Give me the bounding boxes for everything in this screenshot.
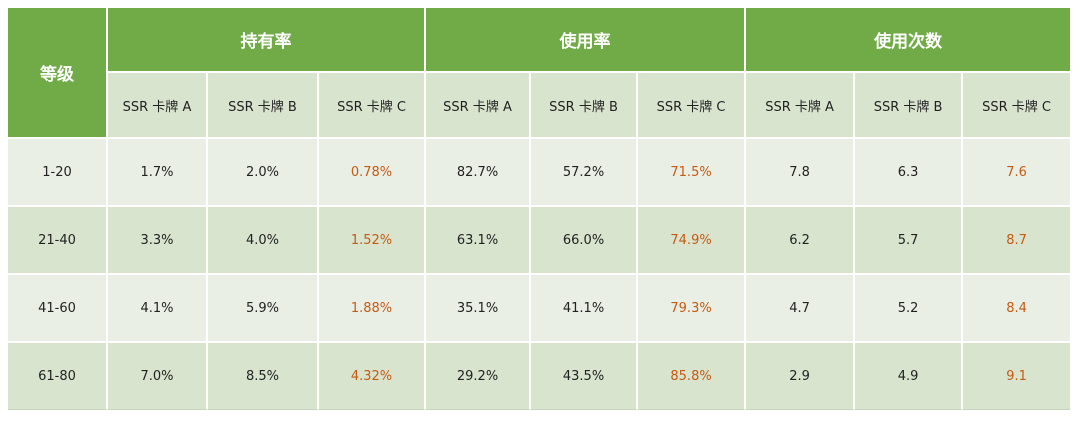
value-cell: 4.0% [208, 207, 319, 275]
value-cell: 4.9 [855, 343, 964, 410]
value-cell: 7.6 [963, 139, 1071, 207]
value-cell: 74.9% [638, 207, 747, 275]
column-header: SSR 卡牌 B [208, 73, 319, 139]
table-body: 1-20 1.7% 2.0% 0.78% 82.7% 57.2% 71.5% 7.8 6.3 7.… [8, 139, 1071, 410]
value-cell: 82.7% [426, 139, 532, 207]
table-row: 41-60 4.1% 5.9% 1.88% 35.1% 41.1% 79.3% 4.7 5.2 8… [8, 275, 1071, 343]
group-header-usage-rate: 使用率 [426, 8, 747, 73]
value-cell: 4.7 [746, 275, 856, 343]
column-header: SSR 卡牌 A [426, 73, 532, 139]
value-cell: 43.5% [531, 343, 639, 410]
value-cell: 35.1% [426, 275, 532, 343]
value-cell: 5.9% [208, 275, 319, 343]
column-header: SSR 卡牌 A [108, 73, 208, 139]
value-cell: 4.32% [319, 343, 427, 410]
level-cell: 1-20 [8, 139, 108, 207]
column-header: SSR 卡牌 C [638, 73, 747, 139]
value-cell: 2.0% [208, 139, 319, 207]
level-cell: 41-60 [8, 275, 108, 343]
column-header: SSR 卡牌 B [855, 73, 964, 139]
value-cell: 8.7 [963, 207, 1071, 275]
level-cell: 21-40 [8, 207, 108, 275]
value-cell: 3.3% [108, 207, 208, 275]
value-cell: 79.3% [638, 275, 747, 343]
column-header: SSR 卡牌 C [319, 73, 427, 139]
value-cell: 57.2% [531, 139, 639, 207]
column-header: SSR 卡牌 B [531, 73, 639, 139]
value-cell: 66.0% [531, 207, 639, 275]
value-cell: 0.78% [319, 139, 427, 207]
level-cell: 61-80 [8, 343, 108, 410]
value-cell: 8.5% [208, 343, 319, 410]
group-header-ownership: 持有率 [108, 8, 427, 73]
value-cell: 85.8% [638, 343, 747, 410]
value-cell: 1.52% [319, 207, 427, 275]
column-header: SSR 卡牌 C [963, 73, 1071, 139]
value-cell: 2.9 [746, 343, 856, 410]
value-cell: 1.88% [319, 275, 427, 343]
value-cell: 41.1% [531, 275, 639, 343]
group-header-usage-count: 使用次数 [746, 8, 1071, 73]
table-row: 61-80 7.0% 8.5% 4.32% 29.2% 43.5% 85.8% 2.9 4.9 9… [8, 343, 1071, 410]
value-cell: 7.8 [746, 139, 856, 207]
value-cell: 29.2% [426, 343, 532, 410]
value-cell: 5.7 [855, 207, 964, 275]
value-cell: 1.7% [108, 139, 208, 207]
value-cell: 71.5% [638, 139, 747, 207]
level-header: 等级 [8, 8, 108, 139]
value-cell: 9.1 [963, 343, 1071, 410]
column-header: SSR 卡牌 A [746, 73, 856, 139]
table-row: 1-20 1.7% 2.0% 0.78% 82.7% 57.2% 71.5% 7.8 6.3 7.… [8, 139, 1071, 207]
value-cell: 4.1% [108, 275, 208, 343]
table-row: 21-40 3.3% 4.0% 1.52% 63.1% 66.0% 74.9% 6.2 5.7 8… [8, 207, 1071, 275]
card-stats-table: 等级 持有率 使用率 使用次数 SSR 卡牌 A SSR 卡牌 B SSR 卡牌… [8, 8, 1071, 410]
value-cell: 5.2 [855, 275, 964, 343]
value-cell: 8.4 [963, 275, 1071, 343]
value-cell: 6.3 [855, 139, 964, 207]
value-cell: 7.0% [108, 343, 208, 410]
value-cell: 63.1% [426, 207, 532, 275]
value-cell: 6.2 [746, 207, 856, 275]
